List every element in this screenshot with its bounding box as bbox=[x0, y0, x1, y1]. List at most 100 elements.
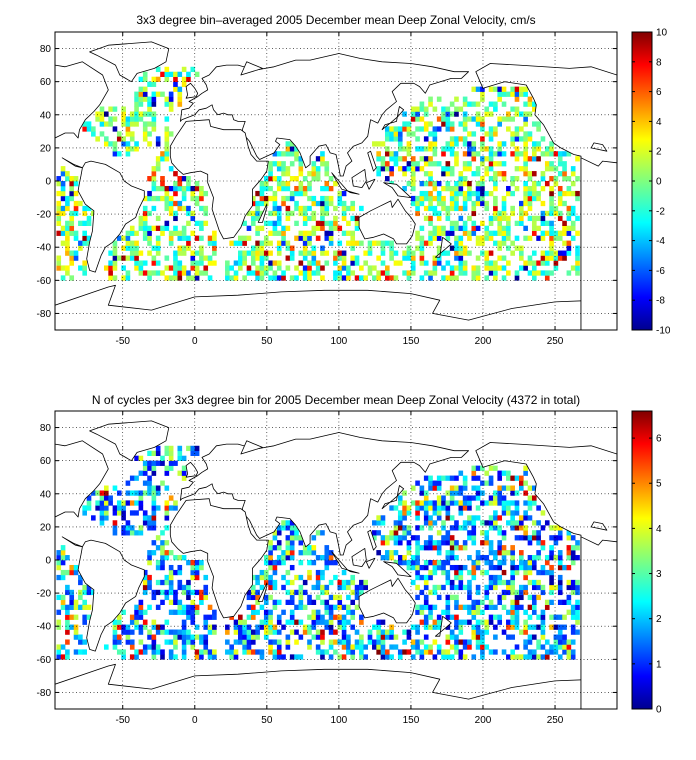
bin-cell bbox=[160, 530, 165, 536]
bin-cell bbox=[307, 171, 312, 177]
bin-cell bbox=[536, 181, 541, 187]
bin-cell bbox=[168, 230, 174, 236]
bin-cell bbox=[108, 106, 113, 112]
bin-cell bbox=[423, 614, 429, 620]
bin-cell bbox=[307, 629, 312, 635]
bin-cell bbox=[155, 535, 161, 541]
bin-cell bbox=[428, 176, 433, 182]
bin-cell bbox=[307, 560, 312, 566]
bin-cell bbox=[255, 275, 260, 281]
bin-cell bbox=[134, 530, 139, 536]
bin-cell bbox=[501, 594, 507, 601]
bin-cell bbox=[557, 255, 563, 261]
bin-cell bbox=[337, 654, 343, 660]
bin-cell bbox=[449, 634, 455, 640]
bin-cell bbox=[372, 275, 377, 281]
bin-cell bbox=[449, 270, 455, 276]
bin-cell bbox=[238, 250, 243, 256]
bin-cell bbox=[523, 146, 528, 152]
bin-cell bbox=[506, 235, 511, 241]
bin-cell bbox=[194, 649, 200, 655]
bin-cell bbox=[471, 205, 477, 212]
bin-cell bbox=[194, 200, 200, 207]
bin-cell bbox=[272, 604, 278, 610]
bin-cell bbox=[441, 195, 446, 202]
bin-cell bbox=[181, 629, 187, 635]
bin-cell bbox=[523, 151, 528, 157]
bin-cell bbox=[397, 555, 403, 561]
bin-cell bbox=[423, 604, 429, 610]
bin-cell bbox=[557, 530, 563, 536]
bin-cell bbox=[121, 515, 126, 521]
bin-cell bbox=[181, 66, 187, 73]
bin-cell bbox=[289, 619, 295, 625]
bin-cell bbox=[233, 260, 239, 266]
bin-cell bbox=[307, 270, 312, 276]
bin-cell bbox=[346, 270, 351, 276]
bin-cell bbox=[570, 166, 576, 172]
bin-cell bbox=[415, 535, 420, 541]
bin-cell bbox=[142, 225, 148, 231]
bin-cell bbox=[506, 260, 511, 266]
bin-cell bbox=[121, 505, 126, 511]
bin-cell bbox=[389, 654, 394, 660]
bin-cell bbox=[458, 171, 464, 177]
bin-cell bbox=[436, 510, 442, 516]
bin-cell bbox=[276, 525, 282, 531]
bin-cell bbox=[285, 555, 291, 561]
bin-cell bbox=[56, 210, 62, 217]
bin-cell bbox=[501, 589, 507, 596]
cycles-panel: N of cycles per 3x3 degree bin for 2005 … bbox=[37, 393, 662, 726]
bin-cell bbox=[125, 500, 131, 506]
bin-cell bbox=[199, 190, 204, 197]
bin-cell bbox=[186, 639, 191, 645]
bin-cell bbox=[276, 614, 282, 620]
bin-cell bbox=[454, 564, 459, 571]
bin-cell bbox=[471, 86, 477, 92]
bin-cell bbox=[467, 131, 472, 137]
bin-cell bbox=[506, 91, 511, 97]
bin-cell bbox=[402, 500, 407, 506]
bin-cell bbox=[173, 639, 178, 645]
bin-cell bbox=[138, 604, 144, 610]
bin-cell bbox=[324, 584, 330, 591]
bin-cell bbox=[445, 205, 451, 212]
bin-cell bbox=[471, 515, 477, 521]
bin-cell bbox=[147, 275, 152, 281]
bin-cell bbox=[389, 240, 394, 246]
bin-cell bbox=[527, 185, 533, 192]
bin-cell bbox=[121, 245, 126, 251]
bin-cell bbox=[138, 265, 144, 271]
bin-cell bbox=[212, 235, 217, 241]
bin-cell bbox=[480, 530, 485, 536]
bin-cell bbox=[78, 649, 83, 655]
bin-cell bbox=[497, 116, 503, 122]
bin-cell bbox=[112, 265, 118, 271]
bin-cell bbox=[445, 275, 451, 281]
bin-cell bbox=[575, 230, 580, 236]
bin-cell bbox=[497, 96, 503, 102]
bin-cell bbox=[177, 555, 183, 561]
bin-cell bbox=[60, 569, 66, 576]
bin-cell bbox=[454, 245, 459, 251]
bin-cell bbox=[549, 614, 554, 620]
bin-cell bbox=[536, 579, 541, 586]
bin-cell bbox=[493, 574, 498, 581]
bin-cell bbox=[225, 624, 230, 630]
bin-cell bbox=[307, 240, 312, 246]
bin-cell bbox=[471, 624, 477, 630]
bin-cell bbox=[471, 470, 477, 476]
bin-cell bbox=[359, 205, 364, 212]
bin-cell bbox=[289, 255, 295, 261]
bin-cell bbox=[471, 520, 477, 526]
velocity-panel: 3x3 degree bin–averaged 2005 December me… bbox=[37, 13, 671, 347]
bin-cell bbox=[462, 250, 468, 256]
bin-cell bbox=[531, 181, 537, 187]
bin-cell bbox=[372, 639, 377, 645]
coastline bbox=[331, 172, 348, 192]
bin-cell bbox=[250, 649, 256, 655]
bin-cell bbox=[467, 555, 472, 561]
bin-cell bbox=[540, 614, 546, 620]
bin-cell bbox=[553, 250, 559, 256]
bin-cell bbox=[402, 250, 407, 256]
